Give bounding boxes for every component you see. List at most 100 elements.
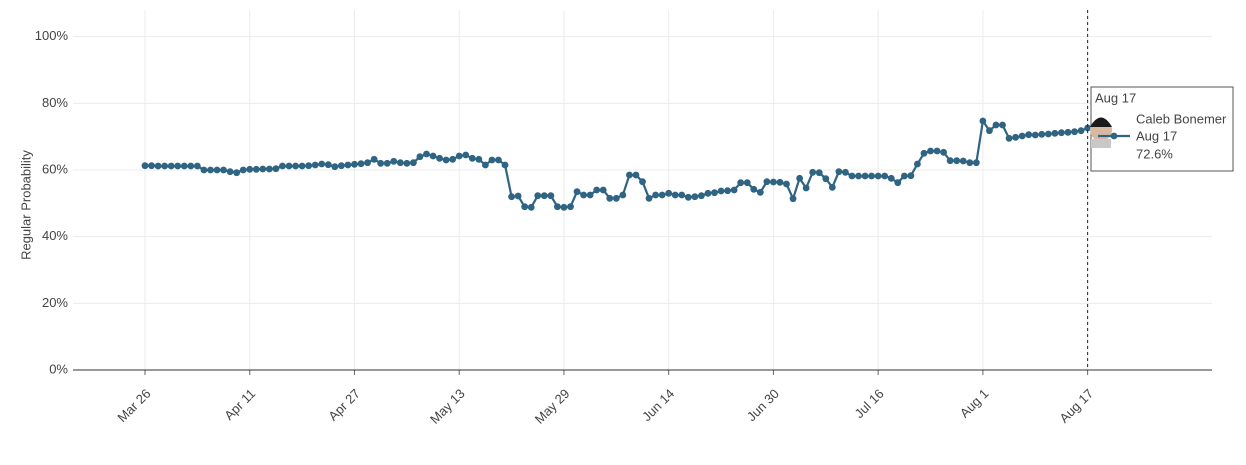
- point: [999, 121, 1006, 129]
- point: [468, 154, 476, 162]
- point: [1005, 134, 1013, 142]
- point: [481, 161, 489, 169]
- point: [161, 162, 169, 170]
- point: [285, 162, 293, 170]
- point: [730, 186, 738, 194]
- point: [658, 191, 666, 199]
- point: [1012, 133, 1020, 141]
- point: [619, 191, 627, 199]
- point: [259, 165, 267, 173]
- point: [462, 151, 470, 159]
- point: [652, 191, 659, 199]
- x-tick-label: Mar 26: [114, 386, 153, 425]
- point: [514, 192, 522, 200]
- x-tick-label: Apr 11: [221, 386, 258, 423]
- point: [318, 160, 326, 168]
- point: [488, 156, 496, 164]
- point: [1058, 129, 1065, 137]
- point: [940, 148, 948, 156]
- point: [298, 162, 306, 170]
- y-tick-label: 40%: [42, 228, 68, 243]
- point: [927, 147, 934, 155]
- point: [599, 186, 607, 194]
- point: [540, 192, 548, 200]
- point: [449, 155, 457, 163]
- point: [331, 163, 339, 171]
- point: [370, 155, 378, 163]
- point: [508, 193, 515, 201]
- point: [1084, 124, 1092, 132]
- point: [691, 193, 699, 201]
- x-tick-label: Aug 17: [1056, 386, 1096, 426]
- point: [180, 162, 188, 170]
- x-tick-label: Apr 27: [325, 386, 363, 424]
- point: [337, 162, 345, 170]
- point: [220, 166, 227, 174]
- point: [986, 127, 993, 135]
- tooltip-box: [1090, 86, 1234, 172]
- point: [1031, 131, 1039, 139]
- point: [239, 166, 247, 174]
- point: [377, 159, 385, 167]
- point: [1064, 128, 1072, 136]
- x-tick-label: May 29: [532, 386, 573, 427]
- point: [809, 168, 817, 176]
- point: [868, 172, 876, 180]
- point: [933, 147, 941, 155]
- point: [442, 156, 450, 164]
- x-tick-label: Aug 1: [957, 386, 992, 421]
- point: [632, 171, 640, 179]
- point: [593, 186, 601, 194]
- point: [279, 162, 286, 170]
- point: [292, 162, 299, 170]
- y-axis-title: Regular Probability: [18, 150, 33, 260]
- point: [855, 172, 862, 180]
- point: [187, 162, 195, 170]
- point: [193, 162, 201, 170]
- point: [390, 157, 398, 165]
- point: [828, 183, 836, 191]
- point: [226, 168, 234, 176]
- tooltip-header: Aug 17: [1095, 90, 1136, 105]
- point: [586, 191, 594, 199]
- point: [783, 180, 790, 188]
- point: [822, 175, 830, 183]
- point: [671, 191, 679, 199]
- point: [959, 157, 967, 165]
- x-tick-label: May 13: [427, 386, 468, 427]
- point: [265, 165, 273, 173]
- point: [711, 189, 718, 197]
- point: [776, 178, 784, 186]
- point: [403, 159, 411, 167]
- point: [1018, 132, 1026, 140]
- x-tick-label: Jun 30: [744, 386, 782, 424]
- point: [560, 203, 568, 211]
- point: [992, 121, 1000, 129]
- point: [698, 192, 705, 200]
- point: [364, 159, 371, 167]
- point: [874, 172, 882, 180]
- point: [724, 187, 731, 195]
- point: [717, 187, 725, 195]
- point: [900, 172, 908, 180]
- point: [750, 185, 758, 193]
- point: [351, 160, 358, 168]
- point: [914, 160, 921, 168]
- point: [887, 174, 895, 182]
- point: [770, 178, 777, 186]
- point: [416, 153, 424, 161]
- tooltip-value: 72.6%: [1136, 146, 1173, 161]
- point: [495, 156, 502, 164]
- point: [1038, 130, 1046, 138]
- point: [475, 155, 483, 163]
- point: [554, 203, 561, 211]
- point: [946, 157, 954, 165]
- player-shirt: [1091, 139, 1111, 148]
- point: [972, 159, 980, 167]
- point: [920, 149, 928, 157]
- point: [207, 166, 214, 174]
- point: [763, 178, 771, 186]
- point: [789, 195, 797, 203]
- point: [835, 168, 843, 176]
